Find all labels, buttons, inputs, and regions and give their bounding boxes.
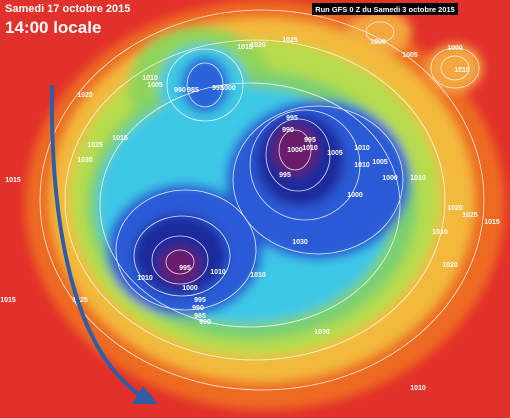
isobar-label: 1030: [292, 239, 308, 246]
isobar-label: 1030: [77, 157, 93, 164]
isobar-label: 1010: [410, 385, 426, 392]
isobar-label: 1010: [250, 272, 266, 279]
isobar-label: 1000: [370, 39, 386, 46]
isobar-label: 1000: [382, 175, 398, 182]
orange-zone: [427, 44, 483, 92]
isobar-label: 1000: [220, 85, 236, 92]
isobar-label: 985: [194, 313, 206, 320]
isobar-label: 1025: [87, 142, 103, 149]
isobar: [133, 215, 231, 297]
isobar-label: 1025: [72, 297, 88, 304]
isobar-label: 1025: [282, 37, 298, 44]
isobar-label: 1010: [210, 269, 226, 276]
isobar: [165, 249, 195, 275]
isobar-label: 990: [192, 305, 204, 312]
isobar-label: 1000: [347, 192, 363, 199]
isobar-label: 1010: [410, 175, 426, 182]
isobar-label: 990: [199, 319, 211, 326]
run-box: [312, 3, 458, 15]
isobar: [278, 129, 312, 171]
isobar-label: 1010: [302, 145, 318, 152]
isobar: [166, 48, 244, 122]
isobar-label: 995: [212, 85, 224, 92]
isobar-label: 995: [279, 172, 291, 179]
isobar-label: 1000: [182, 285, 198, 292]
isobar: [365, 21, 395, 43]
isobar: [64, 39, 446, 361]
arrow-head: [132, 386, 158, 404]
isobar-label: 990: [282, 127, 294, 134]
isobar-label: 1005: [327, 150, 343, 157]
arrow: [49, 84, 142, 397]
isobar-label: 1010: [432, 229, 448, 236]
isobar-label: 985: [187, 87, 199, 94]
isobar-label: 995: [179, 265, 191, 272]
isobar-label: 1020: [77, 92, 93, 99]
isobar-label: 1010: [142, 75, 158, 82]
isobar-label: 1030: [314, 329, 330, 336]
time: 14:00 locale: [5, 18, 101, 37]
isobar: [39, 9, 485, 391]
date: Samedi 17 octobre 2015: [5, 3, 130, 15]
isobar-label: 1020: [447, 205, 463, 212]
isobar-label: 1000: [287, 147, 303, 154]
isobar-label: 1015: [484, 219, 500, 226]
isobar-label: 1020: [250, 42, 266, 49]
run-info: Run GFS 0 Z du Samedi 3 octobre 2015: [315, 5, 455, 14]
isobar-label: 1010: [354, 162, 370, 169]
isobar-label: 1010: [454, 67, 470, 74]
isobar: [265, 118, 331, 192]
isobar-label: 1025: [462, 212, 478, 219]
isobar-label: 1005: [147, 82, 163, 89]
blue-zone: [181, 57, 229, 113]
isobar-label: 995: [286, 115, 298, 122]
isobar-label: 1015: [0, 297, 16, 304]
isobar-label: 1000: [447, 45, 463, 52]
isobar: [249, 109, 361, 221]
pressure-field: [25, 0, 505, 410]
isobar-label: 1015: [112, 135, 128, 142]
isobar-label: 1010: [137, 275, 153, 282]
isobars: [39, 9, 485, 391]
isobar: [232, 105, 404, 255]
isobar: [430, 47, 480, 89]
isobar: [99, 82, 401, 328]
isobar-label: 1010: [354, 145, 370, 152]
low-center: [160, 247, 200, 283]
isobar-label: 995: [304, 137, 316, 144]
isobar-label: 1020: [442, 262, 458, 269]
low-center: [273, 125, 317, 175]
isobar-label: 1005: [402, 52, 418, 59]
isobar-label: 1015: [5, 177, 21, 184]
isobar: [440, 55, 470, 81]
isobar-label: 1015: [237, 44, 253, 51]
isobar-label: 995: [194, 297, 206, 304]
isobar-label: 990: [174, 87, 186, 94]
isobar: [151, 235, 209, 285]
isobar: [115, 189, 257, 311]
isobar-label: 1005: [372, 159, 388, 166]
